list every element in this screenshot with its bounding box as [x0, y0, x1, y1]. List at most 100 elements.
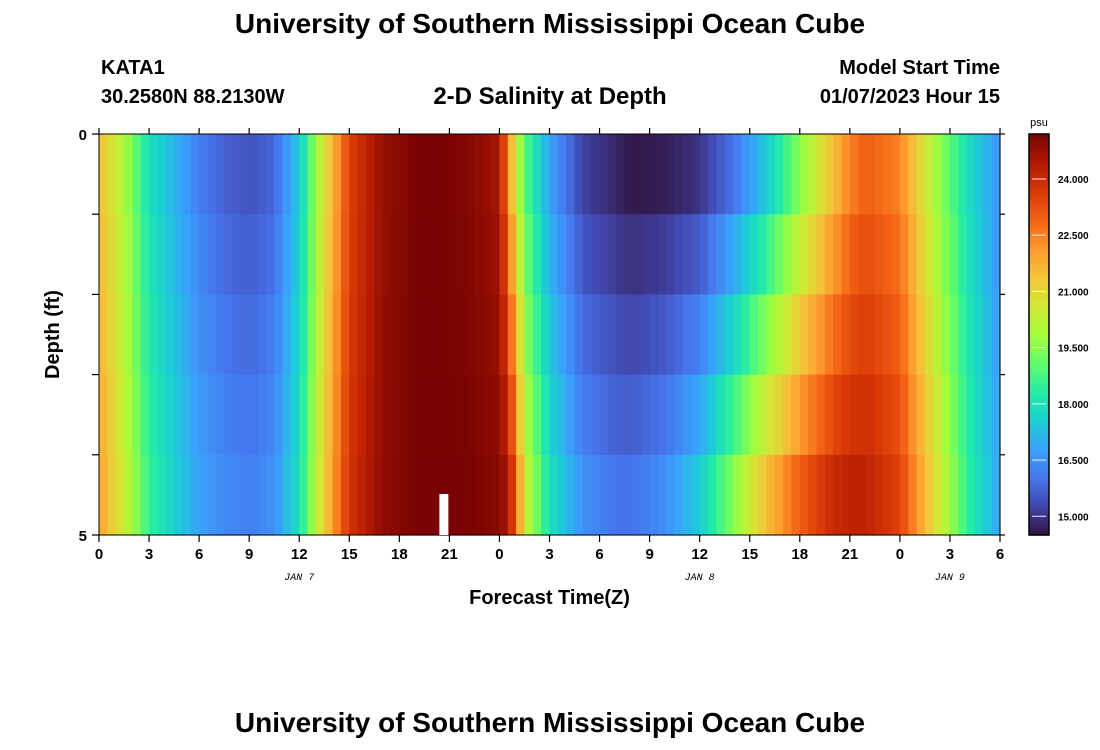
x-tick-label: 12: [291, 546, 308, 563]
x-tick-label: 3: [145, 546, 153, 563]
heatmap-cell: [315, 294, 325, 376]
heatmap-cell: [541, 294, 551, 376]
heatmap-cell: [874, 214, 884, 295]
heatmap-cell: [224, 454, 234, 536]
heatmap-cell: [149, 294, 158, 376]
heatmap-cell: [132, 294, 142, 376]
heatmap-cell: [99, 134, 108, 215]
heatmap-cell: [574, 134, 584, 215]
heatmap-cell: [624, 214, 634, 295]
heatmap-cell: [708, 374, 717, 456]
heatmap-cell: [140, 374, 150, 456]
colorbar-segment: [1029, 254, 1049, 258]
heatmap-cell: [249, 214, 259, 295]
x-tick-label: 9: [645, 546, 653, 563]
heatmap-cell: [424, 214, 434, 295]
heatmap-cell: [641, 134, 651, 215]
heatmap-cell: [941, 294, 951, 376]
heatmap-cell: [666, 374, 676, 456]
heatmap-cell: [399, 294, 409, 376]
colorbar-segment: [1029, 482, 1049, 486]
heatmap-cell: [574, 214, 584, 295]
heatmap-cell: [858, 454, 868, 536]
heatmap-cell: [874, 454, 884, 536]
heatmap-cell: [516, 454, 526, 536]
heatmap-cell: [157, 374, 167, 456]
x-tick-label: 15: [741, 546, 758, 563]
heatmap-cell: [758, 214, 767, 295]
heatmap-cell: [866, 134, 876, 215]
heatmap-cell: [774, 454, 784, 536]
colorbar-segment: [1029, 444, 1049, 448]
heatmap-cell: [215, 134, 225, 215]
heatmap-cell: [174, 454, 184, 536]
heatmap-cell: [382, 214, 392, 295]
heatmap-cell: [941, 374, 951, 456]
colorbar-segment: [1029, 296, 1049, 301]
heatmap-cell: [224, 294, 234, 376]
heatmap-cell: [441, 134, 450, 215]
heatmap-cell: [99, 214, 108, 295]
heatmap-cell: [941, 134, 951, 215]
colorbar-segment: [1029, 384, 1049, 388]
x-tick-label: 15: [341, 546, 358, 563]
heatmap-cell: [983, 454, 993, 536]
heatmap-cell: [866, 294, 876, 376]
colorbar-segment: [1029, 499, 1049, 504]
heatmap-cell: [858, 374, 868, 456]
heatmap-cell: [799, 134, 809, 215]
colorbar-segment: [1029, 474, 1049, 478]
heatmap-cell: [207, 134, 217, 215]
heatmap-cell: [899, 374, 909, 456]
colorbar-segment: [1029, 387, 1049, 391]
heatmap-cell: [758, 454, 767, 536]
heatmap-cell: [324, 374, 334, 456]
x-day-label: JAN 9: [935, 573, 965, 584]
heatmap-cell: [407, 374, 417, 456]
colorbar-segment: [1029, 244, 1049, 248]
colorbar-segment: [1029, 439, 1049, 443]
heatmap-cell: [265, 454, 275, 536]
heatmap-cell: [933, 374, 943, 456]
model-start-label: Model Start Time: [839, 57, 1000, 79]
heatmap-cell: [582, 454, 592, 536]
heatmap-cell: [382, 134, 392, 215]
heatmap-cell: [541, 214, 551, 295]
heatmap-cell: [374, 134, 384, 215]
heatmap-cell: [791, 134, 801, 215]
heatmap-cell: [841, 134, 851, 215]
heatmap-cell: [616, 134, 626, 215]
heatmap-cell: [674, 294, 684, 376]
heatmap-cell: [833, 294, 843, 376]
heatmap-cell: [524, 214, 534, 295]
heatmap-cell: [991, 374, 1001, 456]
heatmap-cell: [616, 454, 626, 536]
heatmap-cell: [507, 134, 517, 215]
x-tick-label: 3: [946, 546, 954, 563]
colorbar-segment: [1029, 419, 1049, 423]
heatmap-cell: [983, 374, 993, 456]
heatmap-cell: [299, 134, 309, 215]
heatmap-cell: [924, 134, 934, 215]
colorbar-segment: [1029, 429, 1049, 433]
heatmap-cell: [874, 294, 884, 376]
heatmap-cell: [599, 454, 609, 536]
colorbar-segment: [1029, 494, 1049, 499]
colorbar-segment: [1029, 169, 1049, 173]
heatmap-cell: [249, 454, 259, 536]
colorbar-segment: [1029, 216, 1049, 220]
station-coordinates: 30.2580N 88.2130W: [101, 86, 285, 108]
heatmap-cell: [457, 134, 467, 215]
heatmap-cell: [641, 214, 651, 295]
heatmap-cell: [616, 294, 626, 376]
heatmap-cell: [966, 134, 976, 215]
colorbar-segment: [1029, 452, 1049, 456]
heatmap-cell: [432, 134, 442, 215]
heatmap-cell: [524, 374, 534, 456]
heatmap-cell: [724, 134, 734, 215]
heatmap-cell: [332, 454, 342, 536]
heatmap-cell: [157, 214, 167, 295]
heatmap-cell: [749, 374, 759, 456]
heatmap-cell: [758, 374, 767, 456]
heatmap-cell: [357, 294, 367, 376]
